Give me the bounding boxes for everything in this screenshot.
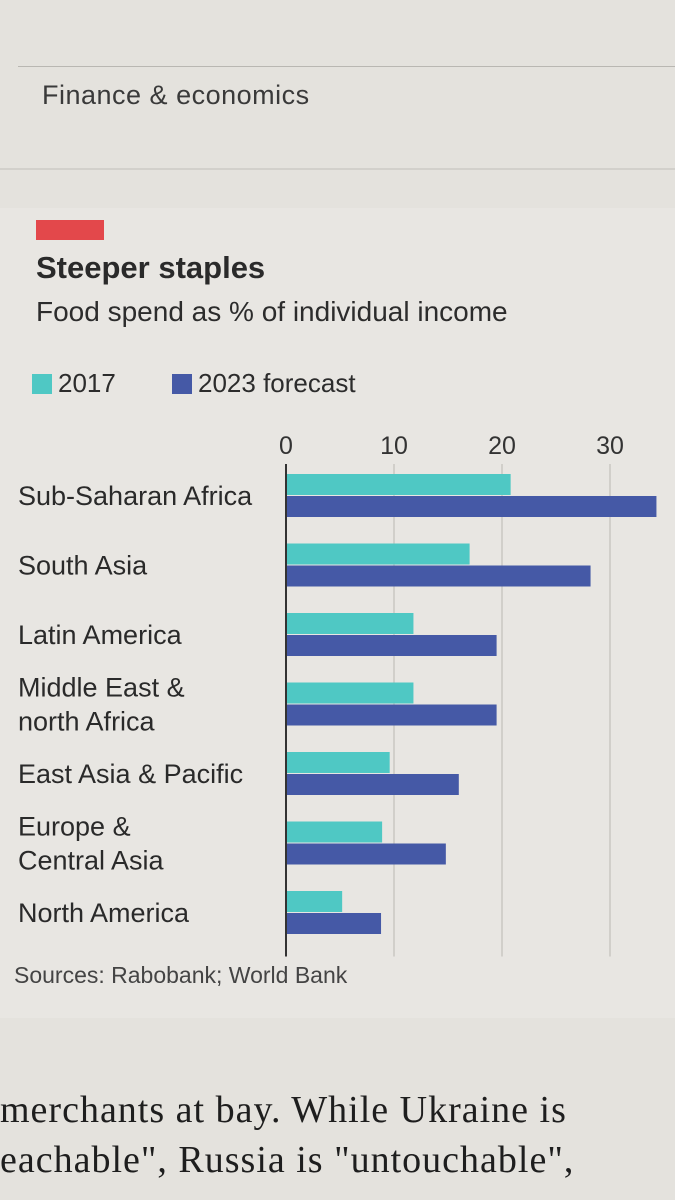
bar-2017-4 (286, 752, 390, 773)
bar-chart: 0 10 20 30 Sub-Saharan Africa South Asia Latin… (18, 432, 657, 957)
bar-2023-4 (286, 774, 459, 795)
bar-2023-0 (286, 496, 657, 517)
legend-label-2023: 2023 forecast (198, 368, 356, 398)
body-line-2: eachable", Russia is "untouchable", (0, 1139, 575, 1181)
legend-swatch-2017 (32, 373, 52, 394)
bar-2017-5 (286, 821, 383, 843)
bar-2017-6 (286, 891, 343, 912)
category-label-6: North America (18, 898, 190, 928)
bar-2017-0 (286, 474, 511, 495)
legend-label-2017: 2017 (58, 368, 116, 398)
bar-2023-1 (286, 565, 591, 587)
top-rule (18, 66, 675, 67)
category-label-4: East Asia & Pacific (18, 759, 243, 789)
legend-item-2023: 2023 forecast (172, 368, 356, 399)
body-line-1: merchants at bay. While Ukraine is (0, 1089, 567, 1131)
chart-subtitle: Food spend as % of individual income (36, 296, 508, 327)
x-tick-label-0: 0 (279, 432, 293, 460)
category-label-0: Sub-Saharan Africa (18, 481, 253, 511)
bar-2023-2 (286, 635, 497, 656)
x-tick-label-30: 30 (596, 432, 624, 460)
category-label-5-line-1: Central Asia (18, 846, 165, 876)
section-label: Finance & economics (42, 80, 310, 110)
category-label-1: South Asia (18, 551, 148, 581)
category-label-5-line-0: Europe & (18, 812, 131, 842)
red-tag (36, 220, 104, 240)
category-label-3-line-0: Middle East & (18, 673, 185, 703)
x-tick-label-10: 10 (380, 432, 408, 460)
bar-2017-2 (286, 613, 414, 634)
chart-title: Steeper staples (36, 250, 266, 285)
bar-2023-6 (286, 913, 382, 934)
bar-2017-3 (286, 682, 414, 704)
legend-swatch-2023 (172, 373, 192, 394)
legend-item-2017: 2017 (32, 368, 116, 399)
bar-2023-5 (286, 843, 446, 865)
bar-2023-3 (286, 704, 497, 726)
category-label-2: Latin America (18, 620, 183, 650)
x-tick-label-20: 20 (488, 432, 516, 460)
source-note: Sources: Rabobank; World Bank (14, 962, 348, 988)
band-rule (0, 168, 675, 170)
category-label-3-line-1: north Africa (18, 707, 156, 737)
bar-2017-1 (286, 543, 470, 565)
